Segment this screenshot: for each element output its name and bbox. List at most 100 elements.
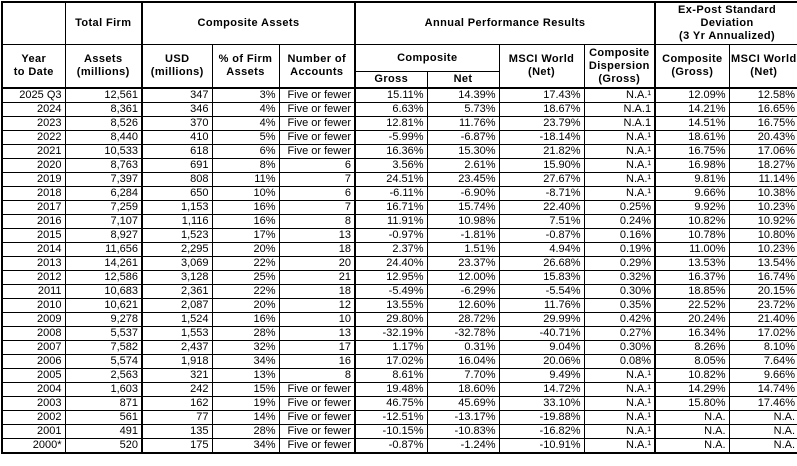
cell-sd-composite: 10.82% <box>654 368 730 383</box>
cell-year: 2012 <box>1 270 66 285</box>
cell-sd-composite: 20.24% <box>654 312 730 327</box>
cell-sd-composite: 9.81% <box>654 172 730 187</box>
cell-usd: 3,128 <box>141 270 213 285</box>
cell-net: -13.17% <box>426 410 500 425</box>
cell-sd-composite: 14.21% <box>654 102 730 117</box>
cell-year: 2007 <box>1 340 66 355</box>
table-row: 2011 10,683 2,361 22% 18 -5.49% -6.29% -5.54% 0.… <box>1 284 797 299</box>
cell-net: 15.30% <box>426 144 500 159</box>
cell-pct-firm: 6% <box>211 144 280 159</box>
header-msci-world-net: MSCI World (Net) <box>498 44 585 89</box>
cell-year: 2024 <box>1 102 66 117</box>
cell-firm-assets: 520 <box>64 438 143 454</box>
cell-msci-world: 21.82% <box>498 144 585 159</box>
cell-sd-composite: 16.75% <box>654 144 730 159</box>
cell-sd-msci: 16.75% <box>728 116 797 131</box>
table-row: 2014 11,656 2,295 20% 18 2.37% 1.51% 4.94% 0.19%… <box>1 242 797 257</box>
cell-net: 12.60% <box>426 298 500 313</box>
cell-sd-msci: 17.46% <box>728 396 797 411</box>
header-usd-millions: USD (millions) <box>141 44 213 89</box>
cell-gross: 11.91% <box>354 214 428 229</box>
cell-firm-assets: 5,537 <box>64 326 143 341</box>
cell-gross: 16.71% <box>354 200 428 215</box>
cell-dispersion: N.A.1 <box>583 102 656 117</box>
cell-net: -6.29% <box>426 284 500 299</box>
table-row: 2017 7,259 1,153 16% 7 16.71% 15.74% 22.40% 0.25… <box>1 200 797 215</box>
table-row: 2022 8,440 410 5% Five or fewer -5.99% -6.87% -… <box>1 130 797 145</box>
cell-dispersion: 0.24% <box>583 214 656 229</box>
cell-sd-composite: N.A. <box>654 410 730 425</box>
cell-gross: 2.37% <box>354 242 428 257</box>
cell-dispersion: N.A.¹ <box>583 130 656 145</box>
cell-usd: 691 <box>141 158 213 173</box>
cell-usd: 1,918 <box>141 354 213 369</box>
cell-accounts: Five or fewer <box>278 87 356 103</box>
header-gross: Gross <box>354 71 428 89</box>
composite-performance-table: Total Firm Composite Assets Annual Perfo… <box>1 1 797 454</box>
cell-dispersion: N.A.¹ <box>583 368 656 383</box>
cell-accounts: Five or fewer <box>278 144 356 159</box>
cell-year: 2020 <box>1 158 66 173</box>
cell-firm-assets: 6,284 <box>64 186 143 201</box>
cell-gross: 16.36% <box>354 144 428 159</box>
header-composite-dispersion: Composite Dispersion (Gross) <box>583 44 656 89</box>
cell-net: 2.61% <box>426 158 500 173</box>
table-body: 2025 Q3 12,561 347 3% Five or fewer 15.11% 14.… <box>1 87 797 454</box>
cell-msci-world: 20.06% <box>498 354 585 369</box>
cell-sd-composite: 9.66% <box>654 186 730 201</box>
cell-firm-assets: 10,683 <box>64 284 143 299</box>
cell-msci-world: 22.40% <box>498 200 585 215</box>
cell-dispersion: N.A.¹ <box>583 410 656 425</box>
cell-firm-assets: 7,259 <box>64 200 143 215</box>
cell-year: 2006 <box>1 354 66 369</box>
cell-firm-assets: 7,397 <box>64 172 143 187</box>
cell-sd-composite: N.A. <box>654 424 730 439</box>
cell-sd-msci: 23.72% <box>728 298 797 313</box>
cell-year: 2005 <box>1 368 66 383</box>
cell-net: -6.90% <box>426 186 500 201</box>
cell-pct-firm: 25% <box>211 270 280 285</box>
cell-dispersion: N.A.¹ <box>583 382 656 397</box>
cell-net: 28.72% <box>426 312 500 327</box>
cell-firm-assets: 8,440 <box>64 130 143 145</box>
cell-dispersion: N.A.¹ <box>583 158 656 173</box>
cell-pct-firm: 16% <box>211 312 280 327</box>
table-row: 2023 8,526 370 4% Five or fewer 12.81% 11.76% 2… <box>1 116 797 131</box>
cell-usd: 618 <box>141 144 213 159</box>
cell-usd: 1,116 <box>141 214 213 229</box>
cell-pct-firm: 16% <box>211 214 280 229</box>
cell-usd: 2,295 <box>141 242 213 257</box>
cell-net: 18.60% <box>426 382 500 397</box>
cell-pct-firm: 16% <box>211 200 280 215</box>
cell-sd-msci: 16.65% <box>728 102 797 117</box>
cell-accounts: Five or fewer <box>278 130 356 145</box>
cell-msci-world: 15.90% <box>498 158 585 173</box>
cell-accounts: Five or fewer <box>278 424 356 439</box>
cell-msci-world: 29.99% <box>498 312 585 327</box>
cell-gross: 29.80% <box>354 312 428 327</box>
cell-msci-world: -18.14% <box>498 130 585 145</box>
header-pct-of-firm-assets: % of Firm Assets <box>211 44 280 89</box>
cell-year: 2003 <box>1 396 66 411</box>
cell-msci-world: -40.71% <box>498 326 585 341</box>
cell-gross: -5.99% <box>354 130 428 145</box>
cell-usd: 347 <box>141 87 213 103</box>
cell-sd-composite: 16.98% <box>654 158 730 173</box>
cell-year: 2011 <box>1 284 66 299</box>
cell-pct-firm: 13% <box>211 368 280 383</box>
header-number-of-accounts: Number of Accounts <box>278 44 356 89</box>
cell-sd-composite: 18.61% <box>654 130 730 145</box>
cell-usd: 175 <box>141 438 213 454</box>
cell-dispersion: 0.27% <box>583 326 656 341</box>
cell-year: 2016 <box>1 214 66 229</box>
cell-sd-msci: 9.66% <box>728 368 797 383</box>
cell-firm-assets: 2,563 <box>64 368 143 383</box>
cell-pct-firm: 14% <box>211 410 280 425</box>
cell-pct-firm: 3% <box>211 87 280 103</box>
cell-usd: 77 <box>141 410 213 425</box>
cell-firm-assets: 11,656 <box>64 242 143 257</box>
cell-net: -1.81% <box>426 228 500 243</box>
cell-year: 2019 <box>1 172 66 187</box>
cell-pct-firm: 4% <box>211 116 280 131</box>
cell-msci-world: -5.54% <box>498 284 585 299</box>
